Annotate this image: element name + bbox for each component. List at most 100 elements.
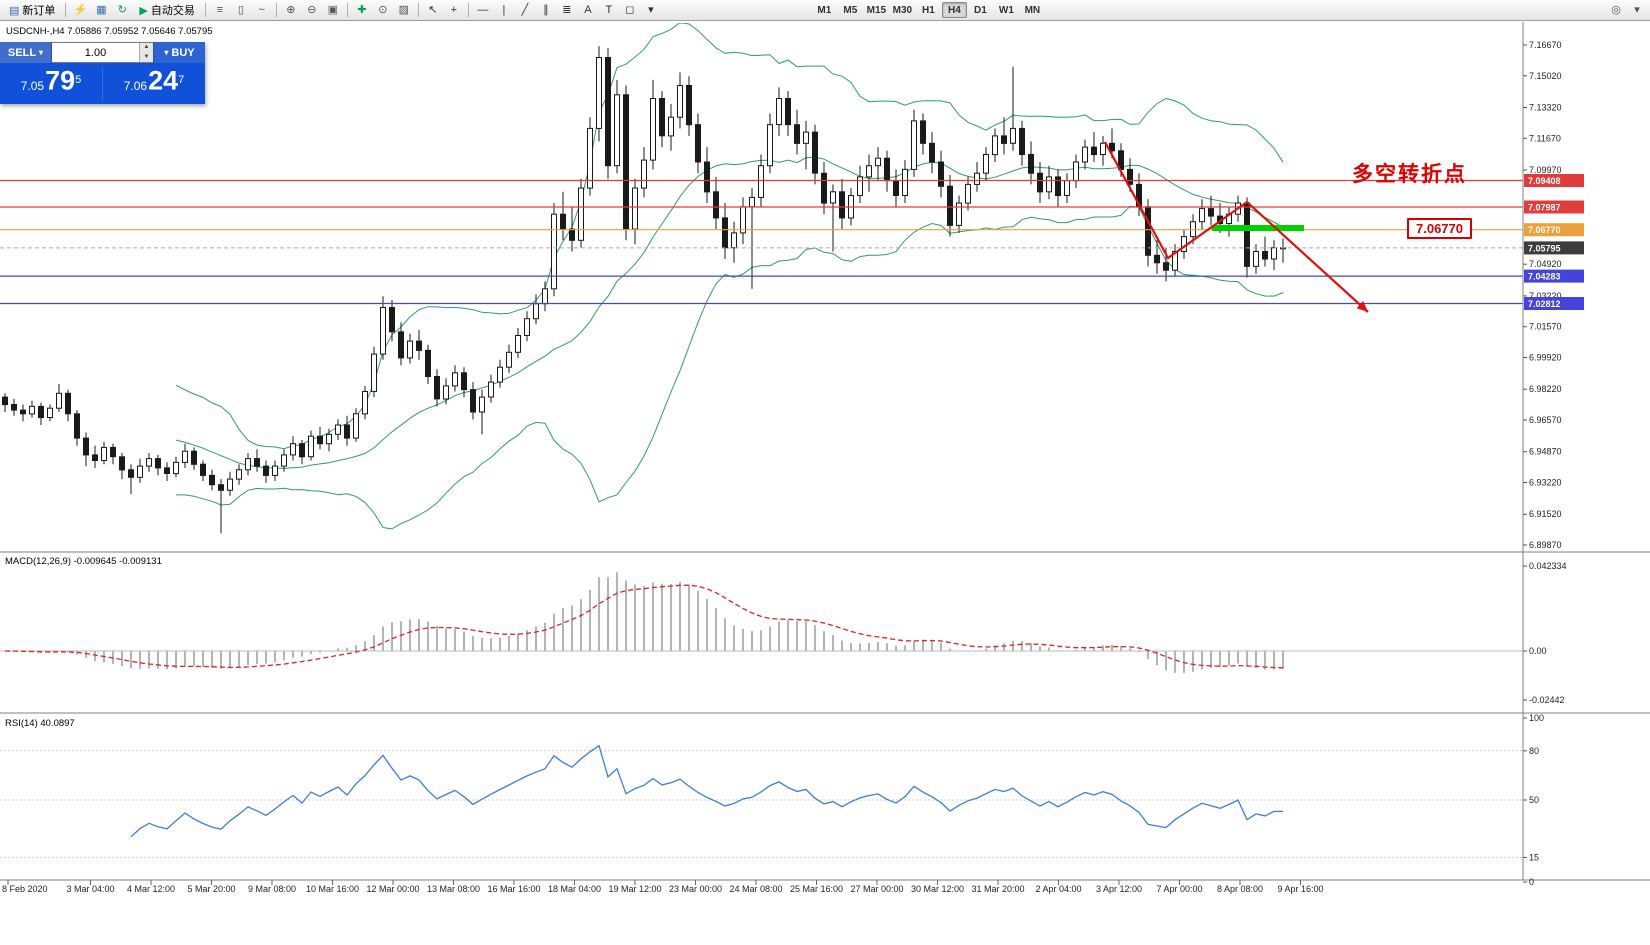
timeframe-h4-button[interactable]: H4 — [941, 2, 967, 18]
trendline-icon[interactable]: ╱ — [515, 2, 535, 19]
bollinger-middle-band — [175, 156, 1284, 469]
channel-icon[interactable]: ∥ — [536, 2, 556, 19]
label-tool-icon: T — [605, 3, 613, 16]
more-dropdown-icon: ▾ — [1634, 3, 1640, 16]
timeframe-h1-button[interactable]: H1 — [916, 2, 941, 18]
sell-options-dropdown-icon[interactable]: ▾ — [39, 48, 44, 57]
price-badge-label: 7.02812 — [1528, 299, 1561, 309]
new-order-button[interactable]: ▤ 新订单 — [3, 2, 61, 19]
buy-label: BUY — [171, 46, 195, 59]
macd-histogram — [13, 572, 1284, 674]
rsi-tick-label: 0 — [1529, 877, 1534, 887]
price-tick-label: 7.16670 — [1529, 40, 1562, 50]
chart-bars-icon: ≡ — [216, 3, 224, 16]
price-badge — [1524, 297, 1584, 310]
price-badge-label: 7.05795 — [1528, 243, 1561, 253]
new-chart-icon[interactable]: ✚ — [352, 2, 372, 19]
timeframe-m5-button[interactable]: M5 — [838, 2, 863, 18]
refresh-icon[interactable]: ↻ — [112, 2, 132, 19]
bollinger-upper-band — [175, 23, 1284, 450]
fibonacci-icon[interactable]: ≣ — [557, 2, 577, 19]
volume-down-icon[interactable]: ▼ — [143, 53, 150, 60]
time-tick-label: 3 Apr 12:00 — [1096, 884, 1142, 894]
timeframe-d1-button[interactable]: D1 — [968, 2, 993, 18]
zoom-in-icon: ⊕ — [286, 3, 296, 16]
sell-button[interactable]: SELL ▾ — [0, 42, 52, 63]
tile-windows-icon[interactable]: ▣ — [323, 2, 343, 19]
buy-button[interactable]: ▾ BUY — [153, 42, 205, 63]
zoom-in-icon[interactable]: ⊕ — [281, 2, 301, 19]
timeframe-w1-button[interactable]: W1 — [994, 2, 1019, 18]
toolbar-separator — [204, 3, 206, 17]
time-tick-label: 24 Mar 08:00 — [729, 884, 782, 894]
vertical-line-icon[interactable]: | — [494, 2, 514, 19]
sell-price[interactable]: 7.05795 — [0, 60, 102, 106]
volume-up-icon[interactable]: ▲ — [143, 44, 150, 50]
price-divider — [102, 66, 103, 101]
price-tick-label: 7.15020 — [1529, 71, 1562, 81]
time-tick-label: 12 Mar 00:00 — [366, 884, 419, 894]
rsi-tick-label: 100 — [1529, 713, 1544, 723]
toolbar-separator — [275, 3, 277, 17]
time-tick-label: 9 Mar 08:00 — [248, 884, 296, 894]
fibonacci-icon: ≣ — [562, 3, 572, 16]
shapes-icon[interactable]: ◻ — [620, 2, 640, 19]
market-watch-icon[interactable]: ▦ — [91, 2, 111, 19]
timeframe-m1-button[interactable]: M1 — [812, 2, 837, 18]
more-dropdown-icon[interactable]: ▾ — [1627, 2, 1647, 19]
zoom-out-icon[interactable]: ⊖ — [302, 2, 322, 19]
volume-input[interactable] — [52, 43, 139, 62]
time-tick-label: 30 Mar 12:00 — [911, 884, 964, 894]
expert-advisors-icon: ⚡ — [73, 3, 88, 16]
crosshair-icon: + — [450, 3, 458, 16]
label-tool-icon[interactable]: T — [599, 2, 619, 19]
timeframe-group: M1 M5 M15 M30 H1 H4 D1 W1 MN — [812, 2, 1045, 18]
shapes-dropdown-icon[interactable]: ▾ — [641, 2, 661, 19]
vertical-line-icon: | — [502, 3, 506, 16]
buy-price-prefix: 7.06 — [123, 78, 148, 93]
horizontal-line-icon[interactable]: — — [473, 2, 493, 19]
price-tick-label: 6.89870 — [1529, 540, 1562, 550]
toolbar-separator — [417, 3, 419, 17]
timeframe-m15-button[interactable]: M15 — [864, 2, 889, 18]
auto-trading-button[interactable]: ▶ 自动交易 — [133, 2, 200, 19]
volume-stepper[interactable]: ▲ ▼ — [139, 43, 153, 62]
templates-icon[interactable]: ▨ — [394, 2, 414, 19]
cursor-icon[interactable]: ↖ — [423, 2, 443, 19]
time-tick-label: 18 Mar 04:00 — [548, 884, 601, 894]
price-tick-label: 7.04920 — [1529, 259, 1562, 269]
time-tick-label: 25 Mar 16:00 — [790, 884, 843, 894]
text-tool-icon: A — [584, 3, 592, 16]
new-order-button-label: 新订单 — [22, 5, 56, 17]
buy-options-dropdown-icon[interactable]: ▾ — [164, 48, 169, 57]
crosshair-icon[interactable]: + — [444, 2, 464, 19]
buy-price[interactable]: 7.06247 — [103, 60, 205, 106]
toolbar-separator — [346, 3, 348, 17]
time-tick-label: 27 Mar 00:00 — [850, 884, 903, 894]
templates-icon: ▨ — [398, 3, 410, 16]
text-tool-icon[interactable]: A — [578, 2, 598, 19]
sell-price-point: 5 — [75, 74, 82, 87]
rsi-line — [130, 744, 1283, 838]
timeframe-mn-button[interactable]: MN — [1020, 2, 1045, 18]
chart-line-icon[interactable]: ~ — [252, 2, 272, 19]
macd-tick-label: 0.042334 — [1529, 561, 1567, 571]
time-tick-label: 23 Mar 00:00 — [669, 884, 722, 894]
timeframe-m30-button[interactable]: M30 — [890, 2, 915, 18]
periods-icon[interactable]: ⊙ — [373, 2, 393, 19]
expert-advisors-icon[interactable]: ⚡ — [70, 2, 90, 19]
price-tick-label: 6.98220 — [1529, 384, 1562, 394]
price-tick-label: 6.91520 — [1529, 509, 1562, 519]
trend-arrow[interactable] — [1104, 141, 1369, 313]
chart-candles-icon[interactable]: ▯ — [231, 2, 251, 19]
rsi-tick-label: 15 — [1529, 852, 1539, 862]
time-tick-label: 13 Mar 08:00 — [427, 884, 480, 894]
shapes-dropdown-icon: ▾ — [648, 3, 654, 16]
cursor-icon: ↖ — [428, 3, 438, 16]
chart-bars-icon[interactable]: ≡ — [210, 2, 230, 19]
volume-control[interactable]: ▲ ▼ — [52, 42, 153, 63]
macd-signal-line — [4, 584, 1284, 669]
green-highlight-bar[interactable] — [1212, 225, 1304, 231]
chart-shift-icon[interactable]: ◎ — [1606, 2, 1626, 19]
